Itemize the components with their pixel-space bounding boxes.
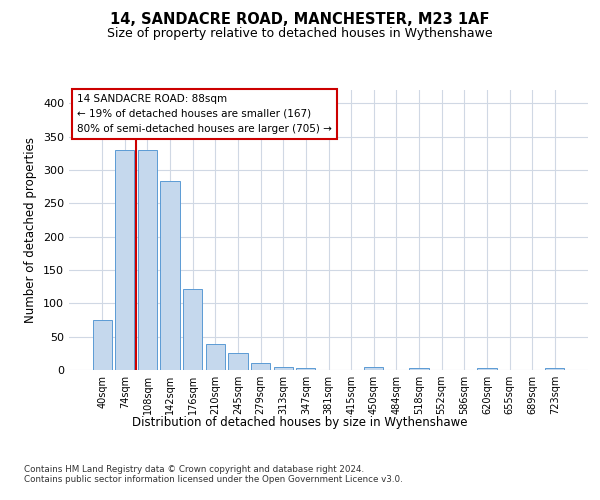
Bar (92, 320, 112, 370)
Text: 14 SANDACRE ROAD: 88sqm
← 19% of detached houses are smaller (167)
80% of semi-d: 14 SANDACRE ROAD: 88sqm ← 19% of detache… (77, 94, 332, 134)
Bar (138, 150, 157, 370)
Bar (206, 344, 225, 370)
Bar (115, 150, 134, 370)
Bar (477, 368, 497, 370)
Bar (364, 366, 383, 370)
Bar (183, 288, 202, 370)
Text: Size of property relative to detached houses in Wythenshawe: Size of property relative to detached ho… (107, 28, 493, 40)
Bar (229, 354, 248, 370)
Text: Distribution of detached houses by size in Wythenshawe: Distribution of detached houses by size … (132, 416, 468, 429)
Bar (296, 368, 316, 370)
Bar (274, 366, 293, 370)
Bar (409, 368, 428, 370)
Bar (545, 368, 565, 370)
Y-axis label: Number of detached properties: Number of detached properties (25, 137, 37, 323)
Bar (251, 364, 270, 370)
Bar (160, 182, 180, 370)
Text: Contains HM Land Registry data © Crown copyright and database right 2024.
Contai: Contains HM Land Registry data © Crown c… (24, 465, 403, 484)
Text: 14, SANDACRE ROAD, MANCHESTER, M23 1AF: 14, SANDACRE ROAD, MANCHESTER, M23 1AF (110, 12, 490, 28)
